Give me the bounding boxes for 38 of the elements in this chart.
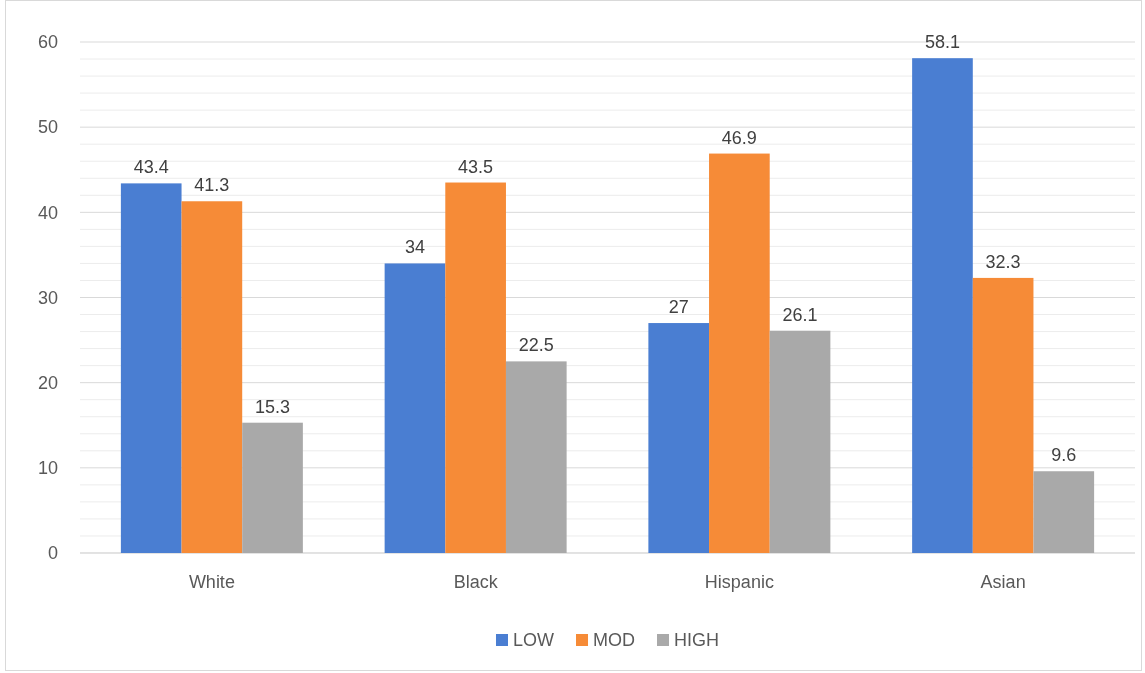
data-label: 46.9 [721, 127, 757, 148]
bar [912, 58, 973, 553]
y-tick-label: 0 [47, 543, 58, 564]
bar [445, 182, 506, 553]
data-label: 26.1 [782, 304, 818, 325]
y-tick-label: 40 [37, 202, 58, 223]
data-label: 15.3 [255, 396, 291, 417]
data-label: 22.5 [518, 335, 554, 356]
data-label: 9.6 [1051, 445, 1077, 466]
y-tick-label: 30 [37, 287, 58, 308]
y-tick-label: 20 [37, 372, 58, 393]
y-tick-label: 10 [37, 458, 58, 479]
data-label: 43.5 [458, 156, 494, 177]
bar [505, 361, 567, 553]
x-tick-label: Asian [980, 571, 1026, 592]
legend-label: HIGH [674, 630, 720, 650]
x-tick-label: Black [453, 571, 499, 592]
bar [709, 153, 770, 553]
x-tick-label: White [188, 571, 235, 592]
data-label: 32.3 [985, 251, 1021, 272]
bar [769, 330, 831, 553]
data-label: 27 [668, 297, 689, 318]
bar [120, 183, 182, 553]
legend-label: LOW [512, 630, 555, 650]
bar [181, 201, 243, 553]
bar [384, 263, 446, 553]
data-label: 34 [404, 237, 425, 258]
legend-label: MOD [593, 630, 636, 650]
bar [648, 323, 710, 553]
data-label: 58.1 [924, 32, 960, 53]
bar [242, 422, 303, 553]
data-label: 41.3 [194, 175, 230, 196]
y-tick-label: 50 [37, 117, 58, 138]
bar [1033, 471, 1095, 553]
x-tick-label: Hispanic [704, 571, 774, 592]
data-label: 43.4 [133, 157, 169, 178]
bar [972, 277, 1034, 553]
y-tick-label: 60 [37, 32, 58, 53]
